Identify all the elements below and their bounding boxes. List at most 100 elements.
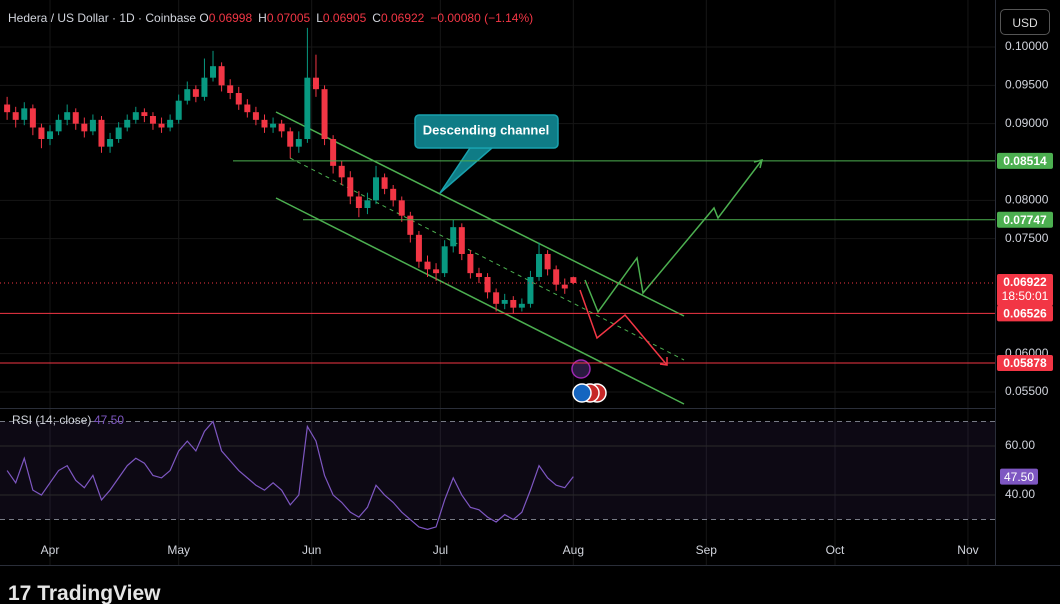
y-tick-label: 60.00 <box>1005 438 1035 452</box>
x-tick-label: May <box>167 543 190 557</box>
level-label: 0.08514 <box>1003 154 1047 168</box>
candle-body <box>287 131 294 147</box>
candle-body <box>72 112 79 124</box>
candle-body <box>115 127 122 140</box>
candle-body <box>424 261 431 270</box>
candle-body <box>433 269 440 274</box>
event-icon <box>571 359 591 379</box>
candle-body <box>98 119 105 147</box>
callout-pointer <box>439 147 495 194</box>
bear-projection <box>579 289 668 366</box>
level-label-box <box>997 305 1053 322</box>
candle-body <box>4 104 11 113</box>
rsi-label: 47.50 <box>1004 470 1034 484</box>
candle-body <box>373 177 380 201</box>
level-label: 0.07747 <box>1003 213 1047 227</box>
level-label-box <box>997 152 1053 169</box>
candle-body <box>501 299 508 304</box>
candle-body <box>458 227 465 254</box>
rsi-label-box <box>1000 468 1038 485</box>
level-label: 0.05878 <box>1003 356 1047 370</box>
rsi-line <box>6 420 574 530</box>
level-label-box <box>997 354 1053 371</box>
candle-body <box>21 108 28 120</box>
candle-body <box>338 165 345 178</box>
y-tick-label: 0.08000 <box>1005 193 1049 207</box>
candle-body <box>12 112 19 120</box>
x-tick-label: Jul <box>433 543 448 557</box>
candle-body <box>312 77 319 90</box>
x-tick-label: Aug <box>563 543 584 557</box>
candle-body <box>561 284 568 289</box>
candle-body <box>321 89 328 140</box>
candle-body <box>107 139 114 147</box>
rsi-band-fill <box>0 421 995 520</box>
channel-mid <box>289 157 685 361</box>
candle-body <box>184 89 191 101</box>
candle-body <box>235 93 242 105</box>
candle-body <box>415 234 422 262</box>
bull-projection <box>584 159 763 314</box>
candle-body <box>64 112 71 120</box>
candle-body <box>510 299 517 308</box>
candle-body <box>390 188 397 201</box>
annotation: Descending channel <box>423 122 549 137</box>
y-tick-label: 40.00 <box>1005 487 1035 501</box>
candle-body <box>141 112 148 117</box>
candle-body <box>553 269 560 285</box>
candle-body <box>252 112 259 120</box>
candle-body <box>493 292 500 304</box>
candle-body <box>149 116 156 124</box>
arrow-head <box>659 357 668 366</box>
candle-body <box>38 127 45 140</box>
ohlc-value: 0.07005 <box>266 11 311 25</box>
level-label-box <box>997 211 1053 228</box>
rsi-title: RSI (14; close) <box>12 413 91 427</box>
candle-body <box>295 139 302 147</box>
candle-body <box>278 123 285 132</box>
candle-body <box>270 123 277 128</box>
y-tick-label: 0.05500 <box>1005 384 1049 398</box>
candle-body <box>304 77 311 140</box>
candle-body <box>364 200 371 208</box>
candle-body <box>47 131 54 140</box>
candle-body <box>570 277 577 283</box>
level-label: 0.06526 <box>1003 306 1047 320</box>
event-icon <box>572 383 592 403</box>
axis-divider <box>995 0 996 565</box>
y-tick-label: 0.10000 <box>1005 39 1049 53</box>
candle-body <box>132 112 139 120</box>
candle-body <box>527 276 534 304</box>
x-tick-label: Oct <box>826 543 845 557</box>
channel-upper <box>275 111 685 317</box>
candle-body <box>518 303 525 308</box>
candle-body <box>355 196 362 208</box>
rsi-current: 47.50 <box>94 413 124 427</box>
candle-body <box>261 119 268 128</box>
candle-body <box>218 66 225 86</box>
ohlc-value: 0.06905 <box>322 11 367 25</box>
x-tick-label: Apr <box>41 543 60 557</box>
candle-body <box>210 66 217 78</box>
y-tick-label: 0.09500 <box>1005 78 1049 92</box>
candle-body <box>175 100 182 120</box>
ohlc-label: H <box>258 11 267 25</box>
change: −0.00080 (−1.14%) <box>430 11 534 25</box>
candle-body <box>475 273 482 277</box>
candle-body <box>381 177 388 189</box>
candle-body <box>536 253 543 277</box>
candle-body <box>227 85 234 94</box>
candle-body <box>201 77 208 97</box>
candle-body <box>124 119 131 128</box>
last-price-box <box>997 273 1053 306</box>
candle-body <box>158 123 165 128</box>
logo: 17 TradingView <box>8 582 161 604</box>
ohlc-label: C <box>372 11 381 25</box>
currency-button[interactable]: USD <box>1000 9 1050 35</box>
x-tick-label: Sep <box>696 543 718 557</box>
x-tick-label: Nov <box>957 543 978 557</box>
header: Hedera / US Dollar · 1D · Coinbase O0.06… <box>8 11 539 25</box>
candle-body <box>467 253 474 274</box>
last-price-label: 0.06922 <box>1003 275 1047 289</box>
